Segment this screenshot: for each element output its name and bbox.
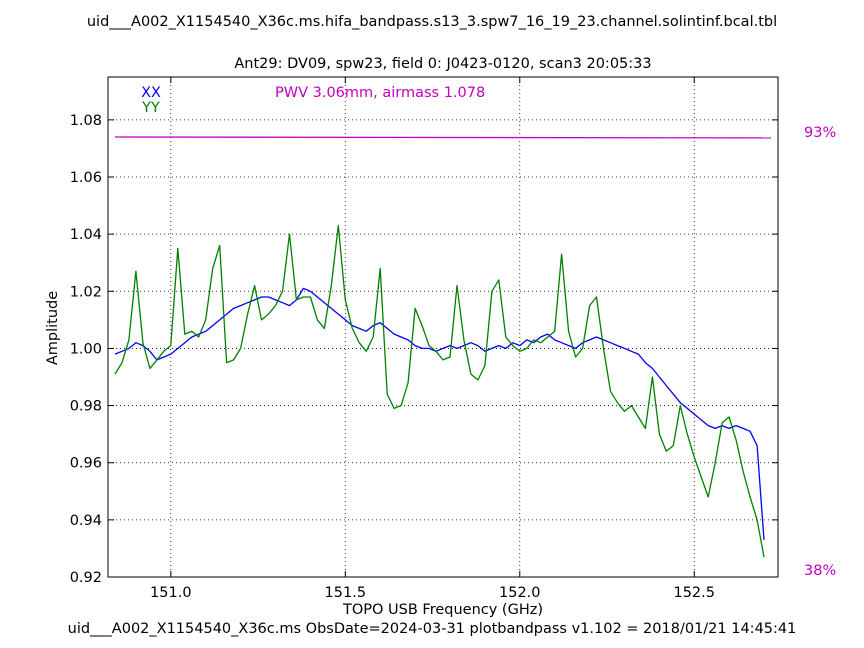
x-tick-label: 152.0: [499, 585, 541, 601]
chart-subtitle: Ant29: DV09, spw23, field 0: J0423-0120,…: [234, 56, 652, 72]
legend-xx: XX: [141, 85, 161, 101]
atm-scale-top-label: 93%: [804, 125, 837, 141]
y-tick-label: 1.04: [70, 227, 102, 243]
y-tick-label: 0.94: [70, 513, 102, 529]
atmosphere-transmission-line: [114, 136, 772, 139]
plot-frame: [107, 76, 779, 578]
pwv-annotation: PWV 3.06mm, airmass 1.078: [275, 85, 485, 101]
y-tick-label: 1.08: [70, 113, 102, 129]
x-axis-label: TOPO USB Frequency (GHz): [343, 602, 543, 618]
footer-text: uid___A002_X1154540_X36c.ms ObsDate=2024…: [67, 621, 797, 637]
x-tick-label: 151.5: [325, 585, 367, 601]
y-tick-label: 0.98: [70, 399, 102, 415]
x-tick-label: 152.5: [673, 585, 715, 601]
legend-yy: YY: [141, 100, 160, 116]
y-tick-label: 1.02: [70, 284, 102, 300]
x-tick-label: 151.0: [150, 585, 192, 601]
series-yy-line: [114, 224, 765, 558]
y-tick-label: 0.92: [70, 570, 102, 586]
page-title: uid___A002_X1154540_X36c.ms.hifa_bandpas…: [86, 14, 778, 30]
series-xx-line: [114, 287, 765, 540]
y-tick-label: 0.96: [70, 456, 102, 472]
y-tick-label: 1.06: [70, 170, 102, 186]
y-tick-label: 1.00: [70, 341, 102, 357]
atm-scale-bottom-label: 38%: [804, 563, 837, 579]
